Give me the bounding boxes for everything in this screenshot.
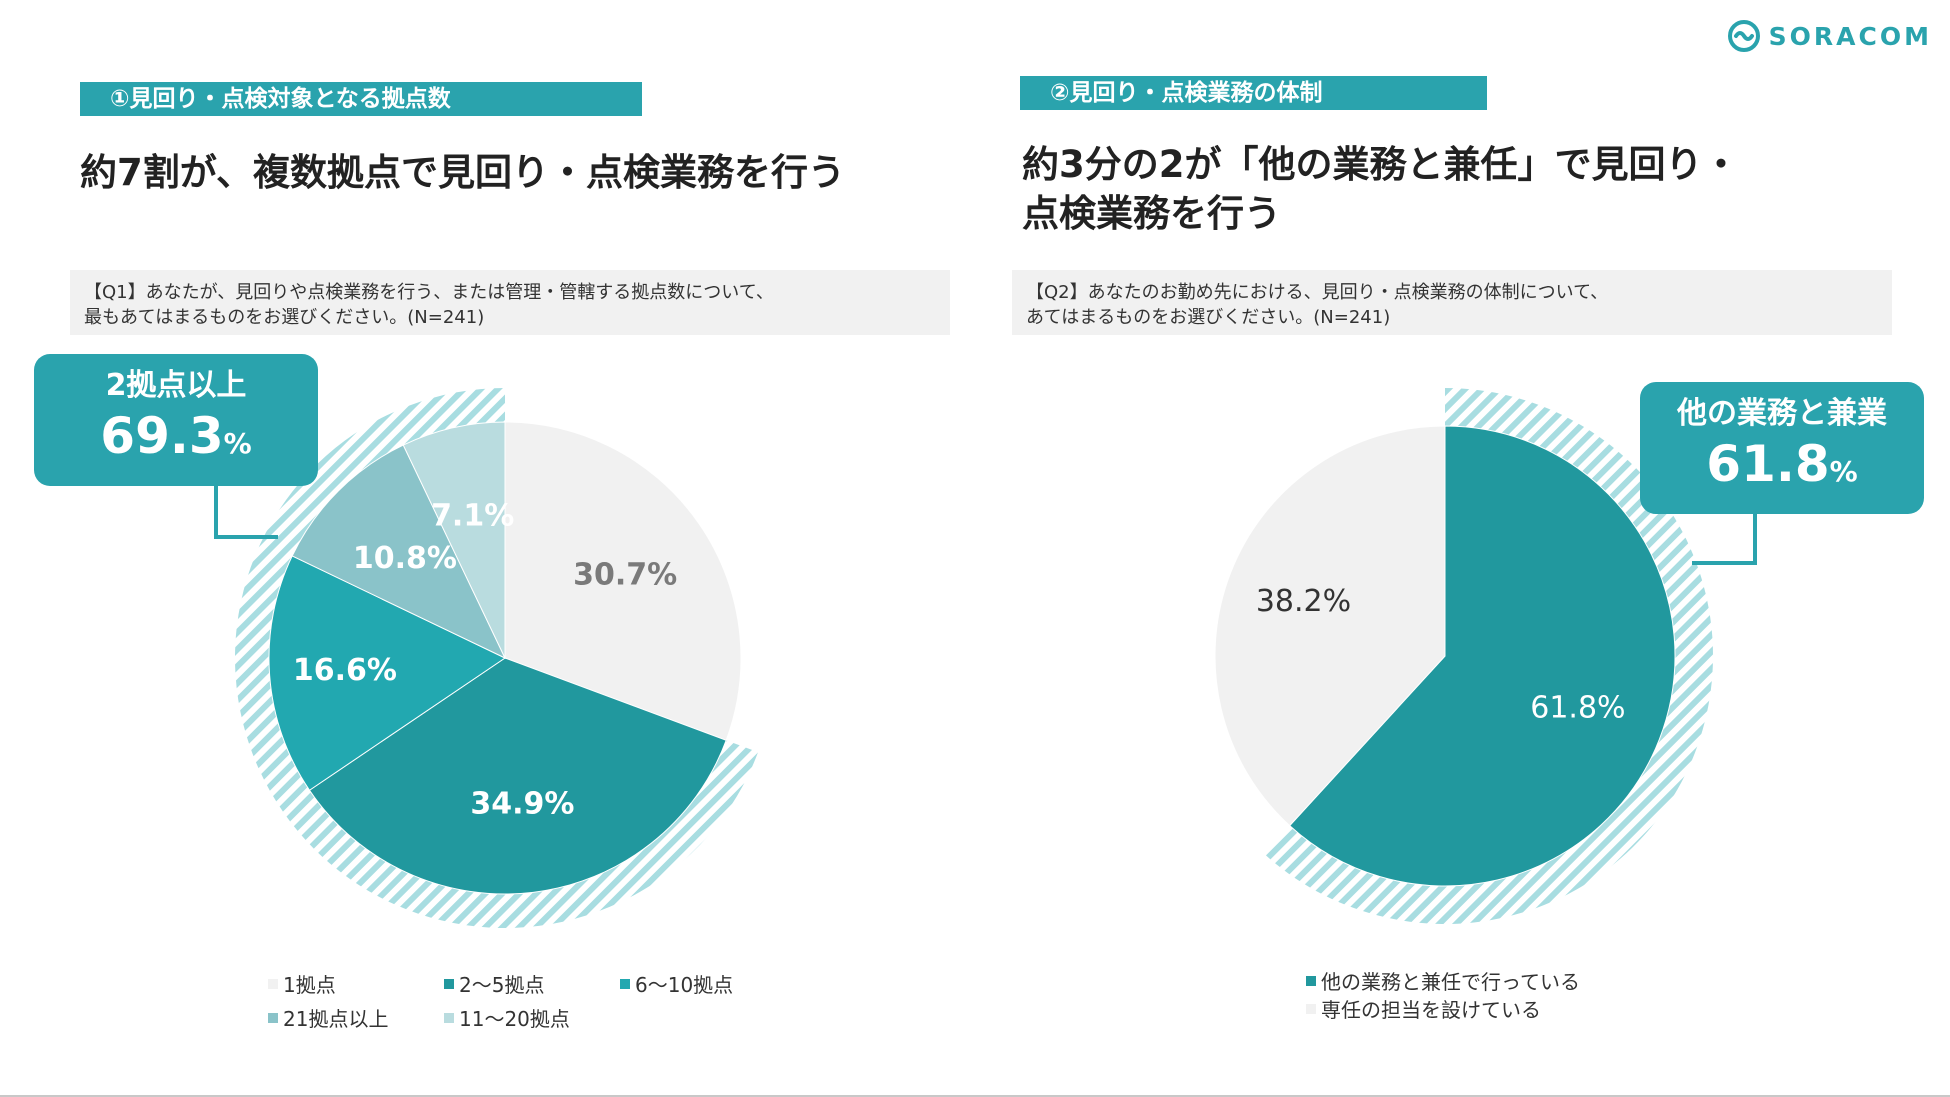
slice-label: 16.6% [293, 653, 397, 688]
slice-label: 10.8% [353, 541, 457, 576]
left-callout-value: 69.3 [100, 407, 224, 465]
right-headline-line: 約3分の2が「他の業務と兼任」で見回り・ [1022, 143, 1740, 186]
legend-item: 21拠点以上 [268, 1003, 388, 1032]
right-question: 【Q2】あなたのお勤め先における、見回り・点検業務の体制について、 あてはまるも… [1012, 270, 1892, 335]
right-callout-unit: % [1829, 455, 1858, 488]
right-callout: 他の業務と兼業 61.8% [1640, 382, 1924, 514]
left-headline-line: 約7割が、複数拠点で見回り・点検業務を行う [80, 151, 846, 194]
right-section-tag: ②見回り・点検業務の体制 [1020, 76, 1487, 110]
legend-swatch [1306, 1003, 1316, 1014]
highlight-ring [1264, 388, 1714, 924]
right-question-line: 【Q2】あなたのお勤め先における、見回り・点検業務の体制について、 [1026, 282, 1609, 303]
legend-label: 6〜10拠点 [635, 973, 734, 997]
pie-chart-left: 30.7% 34.9% 16.6% 10.8% 7.1% [234, 388, 759, 929]
left-callout-value-wrap: 69.3% [34, 406, 318, 478]
left-section-tag: ①見回り・点検対象となる拠点数 [80, 82, 642, 116]
pie-slice [504, 421, 742, 741]
pie-slice [1214, 425, 1446, 827]
pie-slice [308, 657, 727, 895]
pie-slice [268, 555, 507, 791]
left-callout: 2拠点以上 69.3% [34, 354, 318, 486]
slice-label: 38.2% [1256, 584, 1351, 619]
right-headline-line: 点検業務を行う [1022, 192, 1281, 235]
pie-slice [402, 421, 506, 659]
slice-label: 7.1% [431, 498, 514, 533]
brand-name: SORACOM [1768, 21, 1932, 51]
right-callout-label: 他の業務と兼業 [1677, 396, 1887, 431]
left-question-line: 最もあてはまるものをお選びください。(N=241) [84, 307, 485, 328]
legend-item: 専任の担当を設けている [1306, 994, 1541, 1023]
pie-chart-right: 61.8% 38.2% [1214, 388, 1714, 924]
legend-item: 11〜20拠点 [444, 1003, 570, 1032]
right-headline: 約3分の2が「他の業務と兼任」で見回り・ 点検業務を行う [1022, 140, 1740, 238]
left-callout-connector [214, 486, 278, 539]
soracom-logo-icon [1727, 20, 1760, 52]
legend-swatch [620, 978, 630, 989]
bottom-divider [0, 1095, 1950, 1097]
soracom-logo: SORACOM [1727, 16, 1932, 56]
legend-item: 1拠点 [268, 969, 336, 998]
legend-item: 他の業務と兼任で行っている [1306, 966, 1580, 995]
legend-label: 2〜5拠点 [459, 973, 545, 997]
right-question-line: あてはまるものをお選びください。(N=241) [1026, 307, 1391, 328]
right-callout-value-wrap: 61.8% [1640, 434, 1924, 506]
legend-label: 1拠点 [283, 973, 336, 997]
left-question-line: 【Q1】あなたが、見回りや点検業務を行う、または管理・管轄する拠点数について、 [84, 282, 774, 303]
legend-swatch [444, 1012, 454, 1023]
legend-label: 11〜20拠点 [459, 1007, 570, 1031]
left-callout-label: 2拠点以上 [105, 368, 247, 403]
legend-item: 6〜10拠点 [620, 969, 733, 998]
legend-swatch [268, 978, 278, 989]
pie-slice [1288, 425, 1676, 887]
slice-label: 34.9% [470, 786, 574, 821]
pie-slice [291, 444, 507, 660]
right-callout-value: 61.8 [1706, 435, 1830, 493]
legend-label: 専任の担当を設けている [1321, 998, 1541, 1022]
legend-swatch [444, 978, 454, 989]
slice-label: 61.8% [1530, 691, 1625, 726]
legend-label: 他の業務と兼任で行っている [1321, 970, 1580, 994]
slice-label: 30.7% [573, 558, 677, 593]
left-headline: 約7割が、複数拠点で見回り・点検業務を行う [80, 148, 845, 197]
legend-item: 2〜5拠点 [444, 969, 544, 998]
legend-swatch [268, 1012, 278, 1023]
legend-swatch [1306, 975, 1316, 986]
right-callout-connector [1692, 514, 1757, 565]
left-question: 【Q1】あなたが、見回りや点検業務を行う、または管理・管轄する拠点数について、 … [70, 270, 950, 335]
legend-label: 21拠点以上 [283, 1007, 389, 1031]
left-callout-unit: % [223, 427, 252, 460]
